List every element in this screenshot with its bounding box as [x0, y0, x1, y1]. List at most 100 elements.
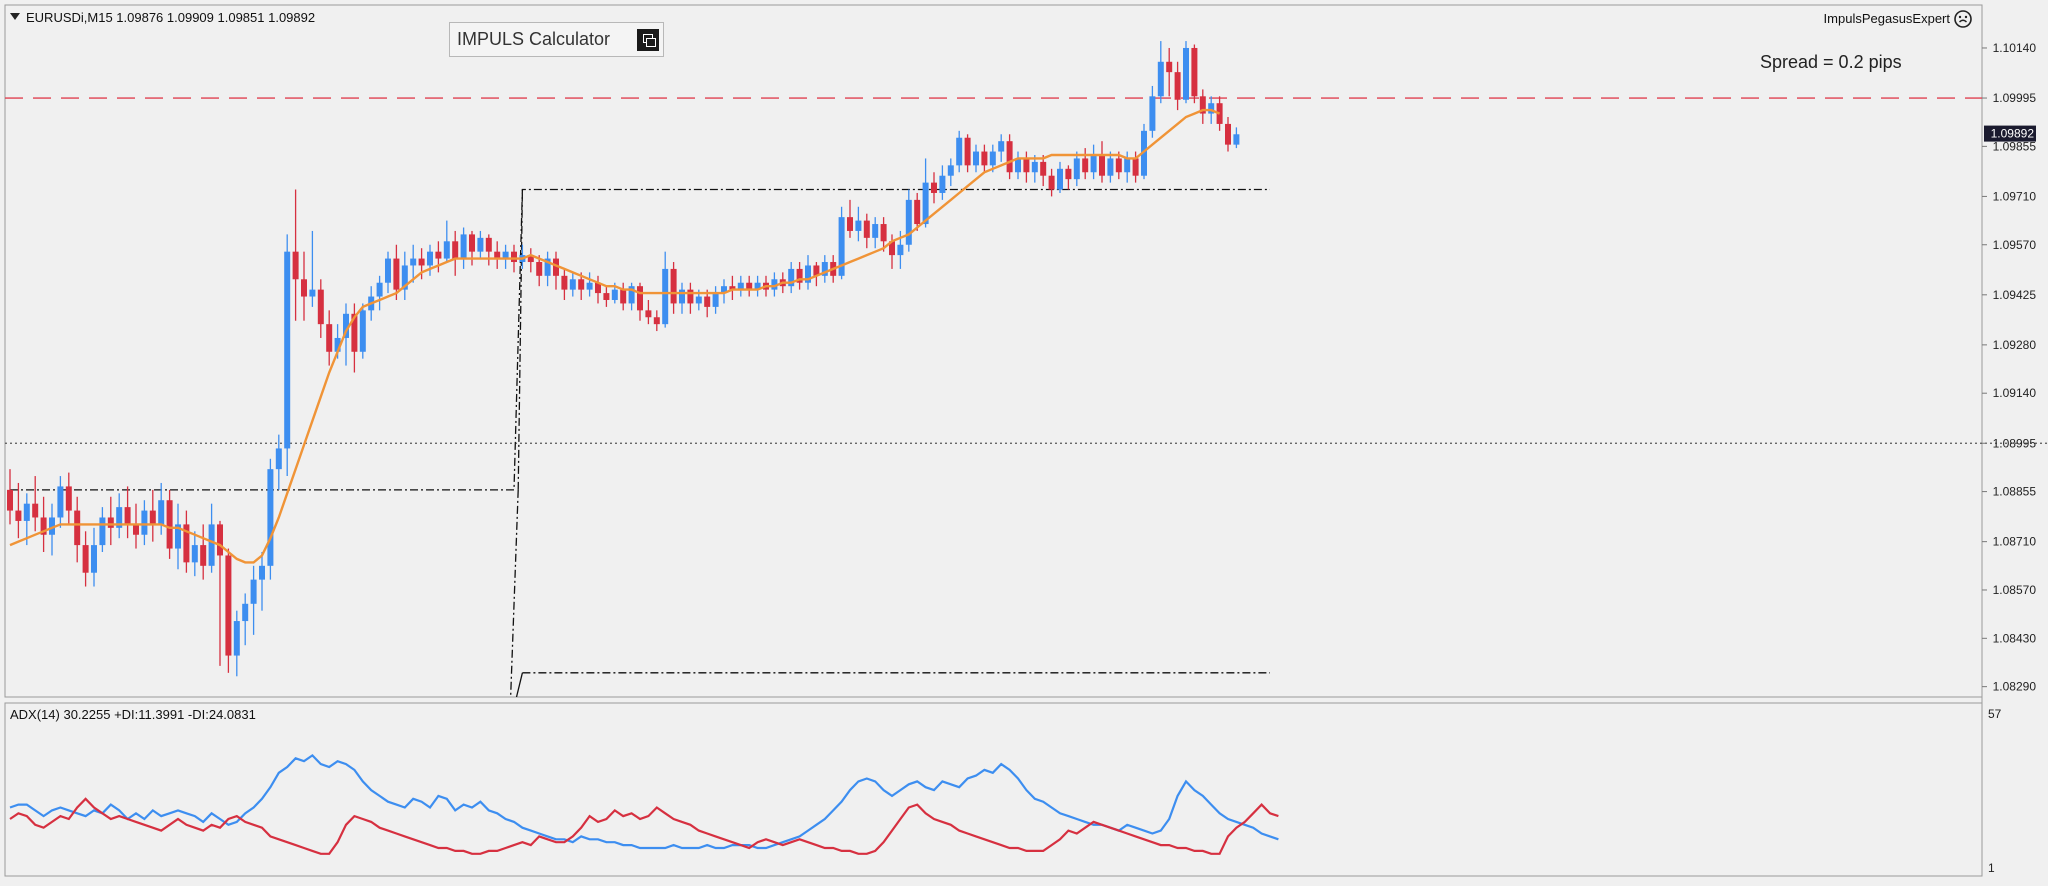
candle[interactable]: [40, 496, 47, 553]
candle[interactable]: [351, 303, 358, 373]
candle[interactable]: [1006, 134, 1013, 180]
candle[interactable]: [620, 282, 627, 311]
candle[interactable]: [57, 476, 64, 528]
candle[interactable]: [477, 230, 484, 259]
candle[interactable]: [956, 130, 963, 173]
candle[interactable]: [1124, 151, 1131, 183]
candle[interactable]: [586, 272, 593, 297]
candle[interactable]: [200, 524, 207, 580]
candle[interactable]: [1023, 151, 1030, 183]
candle[interactable]: [385, 251, 391, 294]
candle[interactable]: [259, 552, 265, 611]
impuls-calculator-button[interactable]: IMPULS Calculator: [449, 22, 664, 57]
candle[interactable]: [553, 251, 559, 290]
restore-window-icon[interactable]: [637, 28, 659, 51]
candle[interactable]: [183, 510, 190, 573]
candle[interactable]: [1099, 141, 1105, 183]
candle[interactable]: [1107, 151, 1114, 183]
candle[interactable]: [275, 434, 282, 490]
candle[interactable]: [435, 241, 442, 273]
candle[interactable]: [401, 251, 408, 300]
candle[interactable]: [1166, 47, 1173, 97]
candle[interactable]: [788, 262, 795, 294]
candle[interactable]: [376, 275, 383, 311]
candle[interactable]: [1225, 117, 1231, 152]
candle[interactable]: [1090, 144, 1097, 180]
candle[interactable]: [1174, 61, 1181, 111]
candle[interactable]: [82, 531, 89, 587]
candle[interactable]: [1183, 41, 1189, 104]
candle[interactable]: [443, 220, 450, 263]
candle[interactable]: [410, 244, 417, 283]
candle[interactable]: [1191, 44, 1198, 104]
candle[interactable]: [32, 476, 39, 532]
candle[interactable]: [1040, 154, 1047, 187]
candle[interactable]: [1048, 168, 1055, 197]
candle[interactable]: [91, 527, 97, 587]
candle[interactable]: [679, 282, 685, 314]
candle[interactable]: [637, 282, 643, 321]
candle[interactable]: [99, 507, 106, 553]
candle[interactable]: [1199, 89, 1206, 124]
candle[interactable]: [242, 593, 249, 646]
candle[interactable]: [250, 565, 257, 635]
candle[interactable]: [7, 469, 13, 525]
channel-upper-line[interactable]: [10, 188, 1270, 491]
candle[interactable]: [981, 144, 988, 173]
candle[interactable]: [175, 503, 181, 570]
candle[interactable]: [149, 489, 156, 542]
candle[interactable]: [687, 282, 694, 314]
candle[interactable]: [536, 255, 543, 287]
candle[interactable]: [1082, 148, 1089, 180]
symbol-menu-icon[interactable]: [10, 13, 20, 20]
candle[interactable]: [49, 503, 55, 556]
candle[interactable]: [645, 299, 652, 325]
candle[interactable]: [670, 262, 677, 314]
candle[interactable]: [1065, 165, 1072, 190]
candle[interactable]: [359, 303, 366, 359]
channel-connector-line[interactable]: [517, 189, 524, 490]
candle[interactable]: [225, 548, 232, 673]
candle[interactable]: [233, 610, 240, 677]
candle[interactable]: [343, 303, 349, 366]
candle[interactable]: [427, 244, 433, 276]
moving-average-line[interactable]: [9, 108, 1221, 564]
candle[interactable]: [191, 531, 198, 577]
candle[interactable]: [813, 262, 820, 287]
candle[interactable]: [838, 206, 845, 280]
candle[interactable]: [973, 144, 979, 173]
candle[interactable]: [460, 227, 467, 269]
candle[interactable]: [569, 272, 576, 297]
candle[interactable]: [133, 503, 139, 549]
candle[interactable]: [502, 244, 509, 269]
candle[interactable]: [855, 206, 862, 242]
candle[interactable]: [326, 310, 333, 366]
candle[interactable]: [964, 134, 971, 173]
candle[interactable]: [544, 251, 551, 287]
candle[interactable]: [922, 158, 929, 228]
candle[interactable]: [746, 275, 753, 297]
candle[interactable]: [284, 234, 291, 477]
candle[interactable]: [914, 192, 921, 231]
candle[interactable]: [116, 493, 123, 539]
candle[interactable]: [124, 486, 131, 539]
candle[interactable]: [23, 493, 30, 546]
candle[interactable]: [771, 272, 778, 297]
candle[interactable]: [939, 165, 946, 200]
candle[interactable]: [821, 255, 828, 283]
candle[interactable]: [603, 286, 610, 307]
candle[interactable]: [485, 234, 492, 266]
candle[interactable]: [158, 482, 165, 535]
candle[interactable]: [1149, 85, 1156, 138]
candle[interactable]: [805, 255, 811, 290]
candle[interactable]: [737, 275, 744, 297]
candle[interactable]: [754, 275, 761, 297]
minus-di-line[interactable]: [9, 797, 1279, 855]
candle[interactable]: [796, 262, 803, 290]
candle[interactable]: [847, 199, 853, 238]
candle[interactable]: [74, 496, 81, 563]
candle[interactable]: [1157, 41, 1164, 104]
candle[interactable]: [309, 230, 316, 307]
candle[interactable]: [1015, 151, 1021, 180]
candle[interactable]: [1073, 151, 1080, 187]
